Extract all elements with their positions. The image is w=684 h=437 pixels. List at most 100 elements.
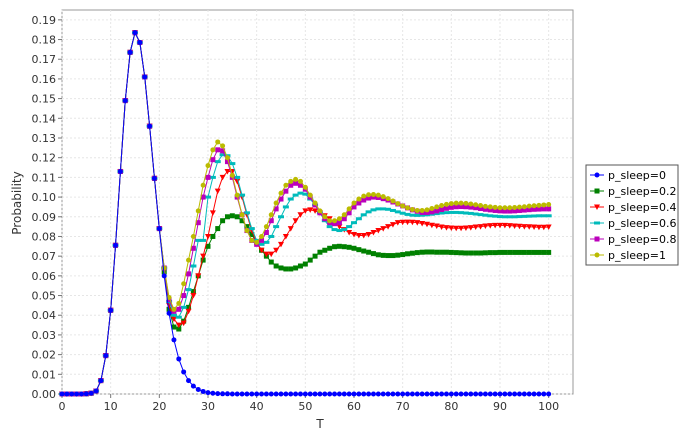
data-point bbox=[473, 250, 479, 256]
data-point bbox=[453, 210, 460, 214]
data-point bbox=[283, 188, 289, 194]
data-point bbox=[341, 391, 347, 397]
y-tick-label: 0.12 bbox=[32, 152, 57, 165]
data-point bbox=[317, 249, 323, 255]
data-point bbox=[224, 155, 230, 161]
data-point bbox=[487, 207, 493, 213]
data-point bbox=[185, 308, 192, 315]
data-point bbox=[385, 196, 391, 202]
data-point bbox=[448, 249, 454, 255]
data-point bbox=[273, 225, 280, 229]
x-tick-label: 50 bbox=[298, 400, 312, 413]
legend-label: p_sleep=0.2 bbox=[608, 185, 677, 198]
y-tick-label: 0.13 bbox=[32, 132, 57, 145]
data-point bbox=[439, 249, 445, 255]
data-point bbox=[278, 196, 284, 202]
data-point bbox=[395, 252, 401, 258]
y-tick-label: 0.19 bbox=[32, 14, 57, 27]
data-point bbox=[546, 391, 552, 397]
data-point bbox=[478, 205, 484, 211]
data-point bbox=[458, 391, 464, 397]
data-point bbox=[467, 225, 474, 231]
data-point bbox=[506, 223, 513, 229]
data-point bbox=[424, 209, 430, 215]
x-tick-label: 70 bbox=[396, 400, 410, 413]
data-point bbox=[370, 230, 377, 236]
data-point bbox=[521, 207, 527, 213]
data-point bbox=[468, 204, 474, 210]
legend-swatch-marker bbox=[594, 252, 600, 258]
data-point bbox=[351, 200, 357, 206]
data-point bbox=[220, 391, 226, 397]
data-point bbox=[234, 178, 241, 185]
data-point bbox=[531, 391, 537, 397]
data-point bbox=[263, 240, 270, 244]
x-tick-label: 30 bbox=[201, 400, 215, 413]
data-point bbox=[336, 229, 343, 233]
data-point bbox=[297, 212, 304, 218]
data-point bbox=[278, 190, 284, 196]
data-point bbox=[239, 212, 245, 218]
data-point bbox=[526, 391, 532, 397]
data-point bbox=[531, 214, 538, 218]
data-point bbox=[512, 205, 518, 211]
data-point bbox=[366, 195, 372, 201]
data-point bbox=[200, 194, 206, 200]
data-point bbox=[341, 244, 347, 250]
data-point bbox=[477, 224, 484, 230]
data-point bbox=[434, 204, 440, 210]
series-p_sleep=1 bbox=[59, 30, 552, 397]
data-point bbox=[405, 391, 411, 397]
data-point bbox=[443, 201, 449, 207]
data-point bbox=[195, 273, 202, 279]
data-point bbox=[545, 224, 552, 231]
legend-item: p_sleep=0.2 bbox=[590, 185, 677, 198]
data-point bbox=[307, 207, 314, 213]
y-tick-label: 0.09 bbox=[32, 211, 57, 224]
data-point bbox=[531, 203, 537, 209]
data-point bbox=[414, 213, 421, 217]
legend: p_sleep=0 p_sleep=0.2 p_sleep=0.4 p_sleep=0… bbox=[585, 164, 679, 266]
data-point bbox=[258, 247, 265, 254]
data-point bbox=[341, 212, 347, 218]
data-point bbox=[404, 212, 411, 216]
data-point bbox=[341, 216, 347, 222]
data-point bbox=[249, 237, 255, 243]
data-point bbox=[215, 139, 221, 145]
data-point bbox=[482, 391, 488, 397]
data-point bbox=[346, 244, 352, 250]
data-point bbox=[288, 182, 294, 188]
data-point bbox=[258, 242, 265, 246]
data-point bbox=[220, 218, 226, 224]
data-point bbox=[399, 219, 406, 226]
data-point bbox=[293, 391, 299, 397]
data-point bbox=[521, 224, 528, 230]
data-point bbox=[214, 188, 221, 195]
data-point bbox=[78, 391, 84, 397]
data-point bbox=[312, 253, 318, 259]
data-point bbox=[526, 203, 532, 209]
data-point bbox=[497, 222, 503, 229]
data-point bbox=[497, 208, 503, 214]
data-point bbox=[409, 250, 415, 256]
x-axis-title: T bbox=[315, 417, 324, 431]
data-point bbox=[332, 218, 338, 224]
data-point bbox=[521, 204, 527, 210]
data-point bbox=[545, 214, 552, 218]
data-point bbox=[195, 208, 201, 214]
data-point bbox=[453, 225, 460, 232]
data-point bbox=[356, 200, 362, 206]
x-tick-label: 10 bbox=[104, 400, 118, 413]
data-point bbox=[526, 224, 533, 230]
data-point bbox=[195, 238, 202, 242]
legend-label: p_sleep=0 bbox=[608, 169, 666, 182]
data-point bbox=[312, 391, 318, 397]
data-point bbox=[171, 306, 177, 312]
data-point bbox=[414, 391, 420, 397]
data-point bbox=[127, 49, 133, 55]
data-point bbox=[389, 222, 396, 228]
data-point bbox=[492, 250, 498, 256]
data-point bbox=[405, 251, 411, 257]
data-point bbox=[424, 249, 430, 255]
data-point bbox=[478, 391, 484, 397]
